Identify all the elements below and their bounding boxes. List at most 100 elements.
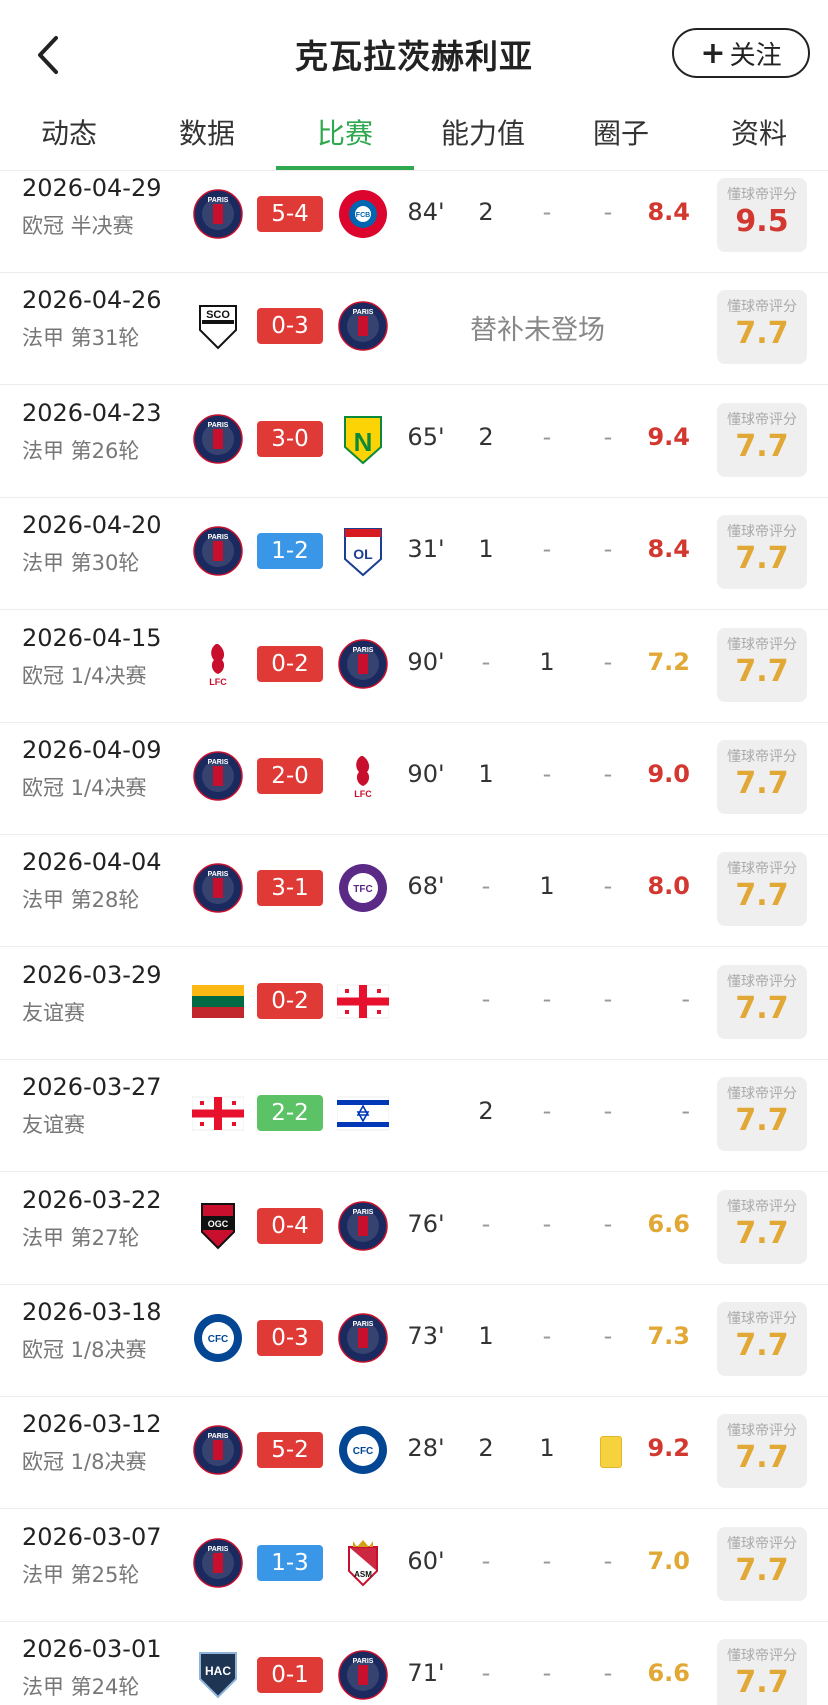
dongqiudi-rating-badge[interactable]: 懂球帝评分 7.7: [717, 1189, 807, 1264]
match-row[interactable]: 2026-04-04 法甲 第28轮 PARIS 3-1 TFC 68' -1-8.0 …: [0, 834, 828, 948]
match-date: 2026-03-12: [22, 1410, 162, 1439]
tab-news[interactable]: 动态: [40, 117, 97, 150]
match-date: 2026-03-22: [22, 1185, 162, 1214]
cards-count: -: [603, 198, 613, 226]
match-score: 2-2: [257, 1095, 323, 1132]
goals-count: 1: [478, 760, 494, 788]
match-competition: 法甲 第25轮: [22, 1562, 140, 1587]
match-row[interactable]: 2026-03-27 友谊赛 2-2 2 - - - 懂球帝评分 7.7: [0, 1059, 828, 1173]
match-competition: 法甲 第24轮: [22, 1675, 140, 1700]
cards-count: -: [603, 1659, 613, 1688]
away-team-logo: PARIS: [337, 1200, 389, 1252]
match-score: 0-4: [257, 1207, 323, 1244]
dongqiudi-rating-badge[interactable]: 懂球帝评分 7.7: [717, 964, 807, 1039]
svg-text:PARIS: PARIS: [208, 197, 229, 204]
tab-ability[interactable]: 能力值: [440, 117, 525, 150]
badge-label: 懂球帝评分: [727, 1535, 797, 1552]
match-rating: -: [681, 1097, 690, 1126]
match-rating: 8.4: [647, 535, 690, 564]
assists-count: -: [542, 535, 552, 564]
tab-circle[interactable]: 圈子: [592, 117, 649, 150]
dongqiudi-rating-badge[interactable]: 懂球帝评分 7.7: [717, 402, 807, 477]
badge-label: 懂球帝评分: [727, 524, 797, 541]
match-rating: 6.6: [647, 1659, 690, 1688]
match-competition: 欧冠 1/4决赛: [22, 663, 147, 688]
dongqiudi-rating-badge[interactable]: 懂球帝评分 7.7: [717, 515, 807, 590]
match-row[interactable]: 2026-04-15 欧冠 1/4决赛 LFC 0-2 PARIS 90' - 1 - 7.2…: [0, 610, 828, 723]
match-row[interactable]: 2026-03-29 友谊赛 0-2 - - - - 懂球帝评分 7.7: [0, 947, 828, 1060]
assists-count: -: [542, 1546, 552, 1575]
match-row[interactable]: 2026-04-23 法甲 第26轮 PARIS 3-0 N 65' 2 - - 9.4 懂球…: [0, 385, 828, 498]
tab-matches[interactable]: 比赛: [316, 117, 373, 150]
assists-count: -: [542, 984, 552, 1013]
svg-text:PARIS: PARIS: [208, 1546, 229, 1553]
badge-label: 懂球帝评分: [727, 861, 797, 878]
badge-value: 7.7: [735, 1103, 789, 1139]
match-rating: 9.0: [647, 760, 690, 788]
minutes-played: 28': [407, 1434, 445, 1463]
away-team-logo: TFC: [337, 862, 389, 914]
match-score: 3-0: [257, 420, 323, 457]
home-team-logo: LFC: [192, 638, 244, 690]
match-date: 2026-03-18: [22, 1298, 162, 1326]
dongqiudi-rating-badge[interactable]: 懂球帝评分 7.7: [717, 852, 807, 927]
badge-value: 7.7: [735, 316, 789, 352]
badge-label: 懂球帝评分: [727, 187, 797, 203]
svg-text:LFC: LFC: [354, 789, 372, 799]
home-team-logo: CFC: [192, 1312, 244, 1364]
badge-value: 7.7: [735, 1440, 789, 1476]
tab-stats[interactable]: 数据: [178, 117, 235, 150]
match-score: 5-4: [257, 196, 323, 232]
dongqiudi-rating-badge[interactable]: 懂球帝评分 9.5: [717, 178, 807, 252]
back-button[interactable]: [30, 30, 70, 80]
assists-count: -: [542, 1209, 552, 1238]
assists-count: 1: [539, 1434, 555, 1463]
goals-count: 2: [478, 198, 494, 226]
svg-text:LFC: LFC: [209, 677, 227, 687]
away-team-logo: ASM: [337, 1537, 389, 1589]
svg-text:PARIS: PARIS: [353, 1321, 374, 1328]
minutes-played: 65': [407, 422, 445, 451]
badge-value: 7.7: [735, 1328, 789, 1363]
match-row[interactable]: 2026-03-18 欧冠 1/8决赛 CFC 0-3 PARIS 73' 1 - - 7.3…: [0, 1284, 828, 1397]
dongqiudi-rating-badge[interactable]: 懂球帝评分 7.7: [717, 1414, 807, 1489]
goals-count: 1: [478, 1322, 494, 1350]
match-row[interactable]: 2026-03-22 法甲 第27轮 OGC 0-4 PARIS 76' - - -6.6 …: [0, 1172, 828, 1285]
follow-button[interactable]: + 关注: [672, 28, 810, 78]
match-date: 2026-04-26: [22, 286, 162, 315]
dongqiudi-rating-badge[interactable]: 懂球帝评分 7.7: [717, 1639, 807, 1705]
match-row[interactable]: 2026-04-29 欧冠 半决赛 PARIS 5-4 FCB 84' 2 - - 8.4 懂…: [0, 170, 828, 273]
dongqiudi-rating-badge[interactable]: 懂球帝评分 7.7: [717, 1526, 807, 1601]
svg-text:PARIS: PARIS: [208, 759, 229, 766]
goals-count: 2: [478, 1097, 494, 1126]
app-header: 克瓦拉茨赫利亚 + 关注: [0, 0, 828, 110]
dongqiudi-rating-badge[interactable]: 懂球帝评分 7.7: [717, 290, 807, 365]
cards-count: -: [603, 422, 613, 451]
dongqiudi-rating-badge[interactable]: 懂球帝评分 7.7: [717, 740, 807, 814]
badge-value: 7.7: [735, 766, 789, 801]
dongqiudi-rating-badge[interactable]: 懂球帝评分 7.7: [717, 627, 807, 702]
match-row[interactable]: 2026-04-20 法甲 第30轮 PARIS 1-2 OL 31' 1 - - 8.4 懂…: [0, 497, 828, 611]
tab-profile[interactable]: 资料: [730, 117, 787, 150]
badge-label: 懂球帝评分: [727, 299, 797, 316]
svg-text:PARIS: PARIS: [208, 534, 229, 541]
minutes-played: 71': [407, 1659, 445, 1688]
away-team-logo: FCB: [337, 188, 389, 240]
match-row[interactable]: 2026-03-07 法甲 第25轮 PARIS 1-3 ASM 60' - - -7.0 …: [0, 1509, 828, 1622]
dongqiudi-rating-badge[interactable]: 懂球帝评分 7.7: [717, 1302, 807, 1376]
match-competition: 友谊赛: [22, 1113, 85, 1138]
home-team-logo: SCO: [192, 300, 244, 352]
match-competition: 法甲 第26轮: [22, 438, 140, 463]
match-list[interactable]: 2026-04-29 欧冠 半决赛 PARIS 5-4 FCB 84' 2 - - 8.4 懂…: [0, 170, 828, 1705]
dongqiudi-rating-badge[interactable]: 懂球帝评分 7.7: [717, 1077, 807, 1152]
match-row[interactable]: 2026-03-12 欧冠 1/8决赛 PARIS 5-2 CFC 28' 2 1 9.2 …: [0, 1396, 828, 1510]
match-score: 0-2: [257, 982, 323, 1019]
match-row[interactable]: 2026-04-26 法甲 第31轮 SCO 0-3 PARIS 替补未登场 懂球帝评…: [0, 272, 828, 386]
minutes-played: 68': [407, 872, 445, 901]
match-row[interactable]: 2026-03-01 法甲 第24轮 HAC 0-1 PARIS 71' - - -6.6 …: [0, 1621, 828, 1705]
match-competition: 欧冠 1/8决赛: [22, 1450, 147, 1475]
match-row[interactable]: 2026-04-09 欧冠 1/4决赛 PARIS 2-0 LFC 90' 1 - - 9.0…: [0, 722, 828, 835]
home-team-logo: PARIS: [192, 188, 244, 240]
match-competition: 法甲 第28轮: [22, 888, 140, 913]
home-team-logo: PARIS: [192, 525, 244, 577]
